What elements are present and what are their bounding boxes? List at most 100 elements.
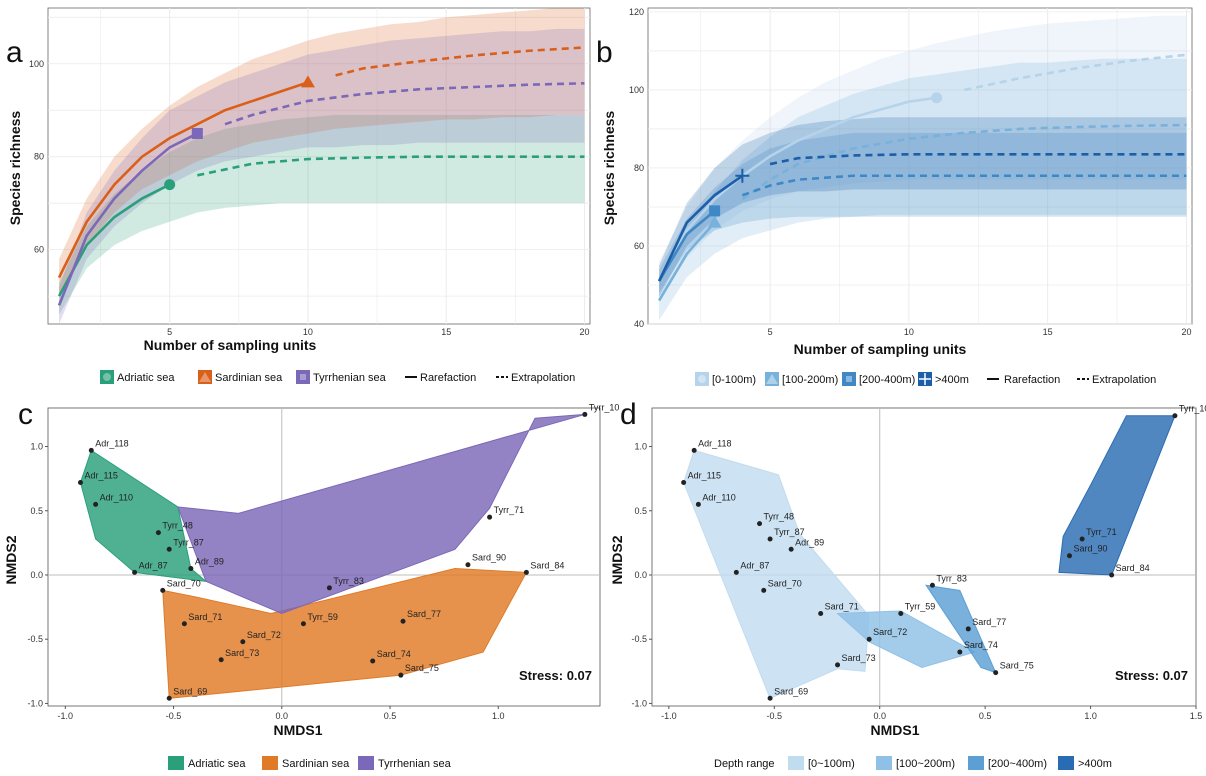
y-tick-label: 0.5 [30, 506, 43, 516]
confidence-band-tyrrhenian-sea [59, 28, 585, 324]
site-label-tyrr-71: Tyrr_71 [1086, 527, 1117, 537]
extrapolation-line-0-100m [964, 53, 1187, 92]
x-tick-label: 0.5 [384, 711, 397, 721]
legend-swatch-sardinian [198, 370, 212, 384]
panel-c-plot-area: -1.0 -0.5 0.0 0.5 1.0 -1.0 -0.5 0.0 0.5 1.0 Adr_11… [27, 402, 619, 721]
site-label-tyrr-83: Tyrr_83 [936, 573, 967, 583]
site-label-sard-72: Sard_72 [873, 627, 907, 637]
site-label-tyrr-48: Tyrr_48 [764, 512, 795, 522]
observed-point-100-200m [707, 215, 722, 228]
panel-d-stress: Stress: 0.07 [1115, 668, 1188, 683]
extrapolation-line-100-200m [741, 123, 1187, 201]
legend-swatch-200-400 [842, 372, 856, 386]
legend-swatch-100-200 [765, 372, 779, 386]
y-tick-label: 0.0 [30, 570, 43, 580]
plot-frame [47, 7, 591, 325]
site-label-adr-110: Adr_110 [702, 492, 735, 502]
site-label-tyrr-10: Tyrr_10 [589, 402, 620, 412]
panel-c-xlabel: NMDS1 [273, 722, 322, 738]
site-point-sard-70 [761, 587, 767, 593]
site-label-sard-90: Sard_90 [472, 553, 506, 563]
legend-marker-circle [698, 375, 706, 383]
rarefaction-line-sardinian-sea [57, 81, 309, 279]
rarefaction-line-400m [657, 174, 744, 282]
site-point-sard-77 [965, 626, 971, 632]
site-label-sard-71: Sard_71 [825, 602, 859, 612]
site-point-adr-118 [691, 447, 697, 453]
extrapolation-line-200-400m [741, 174, 1187, 197]
legend-swatch-sardinian [262, 756, 278, 770]
x-tick-label: 15 [1043, 327, 1053, 337]
site-point-sard-84 [523, 569, 529, 575]
site-point-sard-90 [465, 562, 471, 568]
site-label-tyrr-59: Tyrr_59 [307, 612, 338, 622]
legend-marker-circle [103, 373, 111, 381]
panel-c-ylabel: NMDS2 [3, 535, 19, 584]
panel-b-chart: b Number of sampling units Species richn… [596, 7, 1193, 386]
observed-point-sardinian-sea [300, 75, 315, 88]
site-point-tyrr-59 [300, 621, 306, 627]
panel-b-plot-area: 5 10 15 20 40 60 80 100 120 [629, 7, 1193, 337]
site-point-sard-73 [835, 662, 841, 668]
confidence-band-sardinian-sea [59, 8, 585, 297]
site-point-sard-74 [370, 658, 376, 664]
extrapolation-line-sardinian-sea [335, 46, 585, 77]
y-tick-label: 80 [34, 152, 44, 162]
group-hull-adriatic-sea [79, 449, 208, 583]
rarefaction-line-200-400m [657, 209, 716, 282]
site-point-adr-110 [93, 501, 99, 507]
site-label-adr-115: Adr_115 [84, 471, 117, 481]
site-point-sard-77 [400, 618, 406, 624]
legend-marker-triangle [766, 374, 778, 384]
legend-marker-triangle [199, 372, 211, 382]
legend-swatch-400plus [1058, 756, 1074, 770]
panel-d-plot-area: -1.0 -0.5 0.0 0.5 1.0 1.5 -1.0 -0.5 0.0 0.5 1.0 Adr… [631, 404, 1206, 721]
rarefaction-line-0-100m [657, 96, 937, 282]
site-label-sard-69: Sard_69 [774, 686, 808, 696]
legend-label-tyrrhenian: Tyrrhenian sea [378, 758, 452, 770]
site-point-adr-89 [788, 546, 794, 552]
site-point-adr-115 [77, 480, 83, 485]
legend-title-depth: Depth range [714, 758, 775, 770]
extrapolation-line-tyrrhenian-sea [224, 81, 585, 126]
legend-label-adriatic: Adriatic sea [188, 758, 246, 770]
group-hull-tyrrhenian-sea [177, 413, 585, 615]
site-point-sard-75 [993, 670, 999, 676]
site-label-sard-74: Sard_74 [964, 640, 998, 650]
rarefaction-line-100-200m [657, 221, 716, 302]
site-point-sard-72 [866, 636, 872, 642]
site-point-adr-87 [733, 569, 739, 575]
site-label-sard-69: Sard_69 [173, 686, 207, 696]
confidence-band-400m [659, 117, 1187, 297]
site-point-adr-87 [132, 569, 138, 575]
site-label-sard-77: Sard_77 [972, 617, 1006, 627]
x-tick-label: 20 [1181, 327, 1191, 337]
y-tick-label: 100 [629, 85, 644, 95]
x-tick-label: 0.0 [873, 711, 886, 721]
legend-swatch-tyrrhenian [358, 756, 374, 770]
y-tick-label: 120 [629, 7, 644, 17]
site-point-adr-89 [188, 566, 194, 572]
site-point-tyrr-71 [1079, 536, 1085, 542]
site-label-sard-73: Sard_73 [225, 648, 259, 658]
site-point-tyrr-83 [929, 582, 935, 588]
legend-label-200-400: [200-400m) [859, 374, 915, 386]
site-label-sard-70: Sard_70 [167, 578, 201, 588]
legend-label-sardinian: Sardinian sea [282, 758, 350, 770]
panel-c-letter: c [18, 398, 33, 431]
site-label-tyrr-71: Tyrr_71 [494, 505, 525, 515]
extrapolation-line-adriatic-sea [197, 155, 585, 177]
legend-label-0-100: [0-100m) [712, 374, 756, 386]
site-point-tyrr-10 [1172, 413, 1178, 419]
site-label-adr-118: Adr_118 [698, 438, 731, 448]
legend-marker-square [846, 376, 852, 382]
site-label-sard-72: Sard_72 [247, 630, 281, 640]
panel-d-letter: d [620, 398, 637, 431]
site-point-adr-118 [88, 447, 94, 453]
site-label-tyrr-10: Tyrr_10 [1179, 404, 1206, 414]
y-tick-label: 60 [634, 241, 644, 251]
panel-c-chart: c NMDS1 NMDS2 -1.0 -0.5 0.0 0.5 1.0 -1.0 -0.5 0… [3, 398, 619, 770]
site-point-sard-72 [240, 639, 246, 645]
legend-label-400plus: >400m [935, 374, 969, 386]
panel-d-legend: Depth range [0~100m) [100~200m) [200~400… [714, 756, 1112, 770]
